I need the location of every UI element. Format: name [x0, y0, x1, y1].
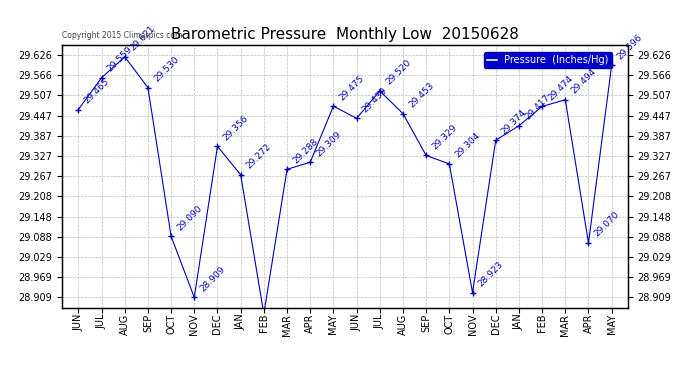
Text: 29.272: 29.272: [245, 142, 273, 171]
Text: 28.909: 28.909: [199, 264, 227, 293]
Text: 29.474: 29.474: [546, 74, 575, 102]
Text: Copyright 2015 Climatpics.com: Copyright 2015 Climatpics.com: [62, 31, 182, 40]
Text: 29.494: 29.494: [569, 67, 598, 96]
Text: 29.329: 29.329: [431, 123, 459, 151]
Text: 29.453: 29.453: [407, 81, 435, 110]
Text: 29.530: 29.530: [152, 55, 181, 83]
Text: 29.304: 29.304: [453, 131, 482, 160]
Text: 28.923: 28.923: [477, 260, 505, 288]
Text: 29.090: 29.090: [175, 203, 204, 232]
Text: 29.596: 29.596: [616, 33, 644, 61]
Text: 29.520: 29.520: [384, 58, 413, 87]
Text: 28.860: 28.860: [0, 374, 1, 375]
Legend: Pressure  (Inches/Hg): Pressure (Inches/Hg): [484, 53, 612, 68]
Text: 29.070: 29.070: [593, 210, 621, 239]
Title: Barometric Pressure  Monthly Low  20150628: Barometric Pressure Monthly Low 20150628: [171, 27, 519, 42]
Text: 29.356: 29.356: [221, 114, 250, 142]
Text: 29.288: 29.288: [291, 136, 319, 165]
Text: 29.621: 29.621: [129, 24, 157, 52]
Text: 29.417: 29.417: [523, 93, 551, 122]
Text: 29.374: 29.374: [500, 108, 529, 136]
Text: 29.559: 29.559: [106, 45, 135, 74]
Text: 29.309: 29.309: [315, 129, 343, 158]
Text: 29.465: 29.465: [83, 77, 111, 105]
Text: 29.439: 29.439: [361, 86, 389, 114]
Text: 29.475: 29.475: [337, 74, 366, 102]
